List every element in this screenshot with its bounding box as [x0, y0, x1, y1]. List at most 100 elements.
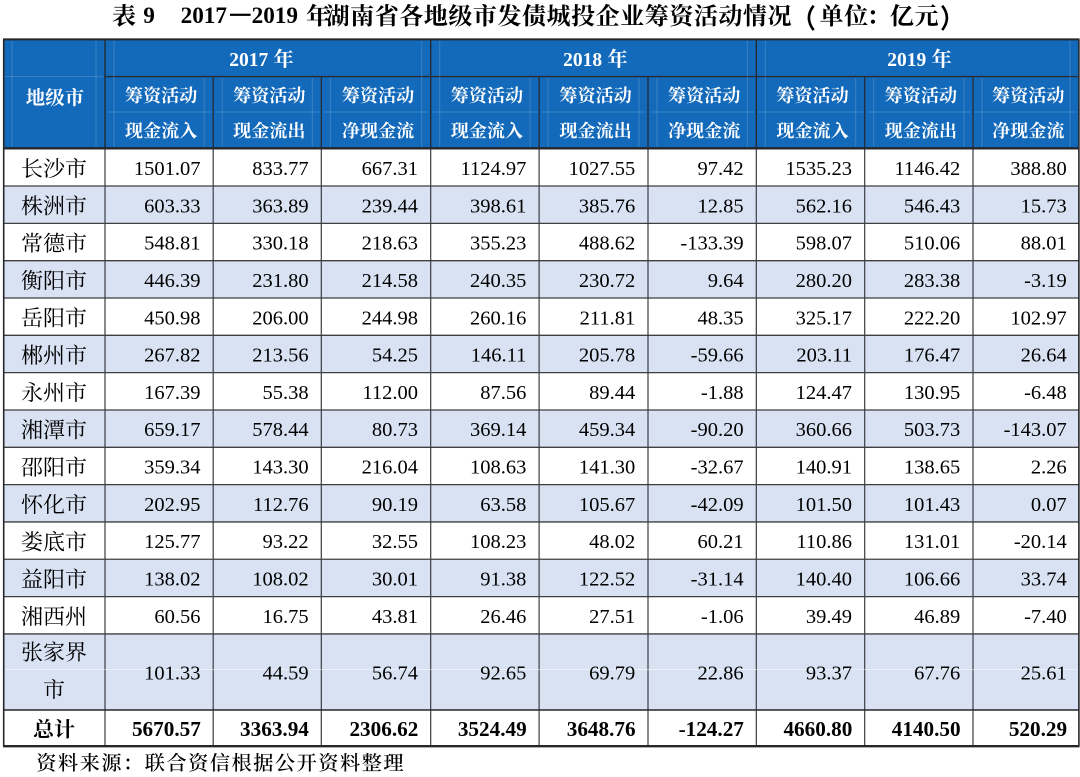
svg-text:-143.07: -143.07: [1004, 419, 1067, 441]
svg-text:355.23: 355.23: [470, 233, 526, 255]
svg-text:55.38: 55.38: [262, 382, 308, 404]
svg-text:102.97: 102.97: [1010, 307, 1066, 329]
svg-text:598.07: 598.07: [796, 233, 852, 255]
svg-text:32.55: 32.55: [372, 531, 418, 553]
svg-text:2018: 2018: [563, 50, 602, 71]
svg-text:25.61: 25.61: [1021, 663, 1067, 685]
svg-text:359.34: 359.34: [144, 457, 200, 479]
svg-text:108.63: 108.63: [470, 457, 526, 479]
svg-text:214.58: 214.58: [362, 270, 418, 292]
svg-text:112.76: 112.76: [253, 494, 309, 516]
svg-text:280.20: 280.20: [796, 270, 852, 292]
svg-text:548.81: 548.81: [144, 233, 200, 255]
svg-text:143.30: 143.30: [252, 457, 308, 479]
svg-text:211.81: 211.81: [580, 307, 636, 329]
svg-text:9: 9: [143, 3, 155, 29]
svg-text:260.16: 260.16: [470, 307, 526, 329]
svg-text:398.61: 398.61: [470, 195, 526, 217]
svg-text:450.98: 450.98: [144, 307, 200, 329]
svg-text:2017: 2017: [229, 50, 268, 71]
svg-text:1501.07: 1501.07: [134, 158, 201, 180]
svg-text:659.17: 659.17: [144, 419, 200, 441]
svg-text:503.73: 503.73: [904, 419, 960, 441]
svg-text:202.95: 202.95: [144, 494, 200, 516]
svg-text:206.00: 206.00: [252, 307, 308, 329]
svg-text:138.65: 138.65: [904, 457, 960, 479]
svg-text:105.67: 105.67: [579, 494, 635, 516]
svg-text:2306.62: 2306.62: [349, 717, 418, 741]
svg-text:60.21: 60.21: [697, 531, 743, 553]
svg-text:54.25: 54.25: [372, 345, 418, 367]
svg-text:-20.14: -20.14: [1014, 531, 1067, 553]
svg-text:140.91: 140.91: [796, 457, 852, 479]
svg-text:520.29: 520.29: [1009, 717, 1067, 741]
svg-text:546.43: 546.43: [904, 195, 960, 217]
svg-text:12.85: 12.85: [697, 195, 743, 217]
svg-text:15.73: 15.73: [1021, 195, 1067, 217]
svg-text:93.37: 93.37: [806, 663, 852, 685]
svg-text:222.20: 222.20: [904, 307, 960, 329]
svg-text:-31.14: -31.14: [691, 569, 744, 591]
svg-text:56.74: 56.74: [372, 663, 418, 685]
svg-text:69.79: 69.79: [589, 663, 635, 685]
svg-text:230.72: 230.72: [579, 270, 635, 292]
svg-text:4140.50: 4140.50: [892, 717, 961, 741]
svg-text:218.63: 218.63: [362, 233, 418, 255]
svg-text:130.95: 130.95: [904, 382, 960, 404]
svg-text:90.19: 90.19: [372, 494, 418, 516]
svg-text:48.35: 48.35: [697, 307, 743, 329]
svg-text:216.04: 216.04: [362, 457, 418, 479]
svg-text:213.56: 213.56: [252, 345, 308, 367]
svg-text:231.80: 231.80: [252, 270, 308, 292]
svg-text:92.65: 92.65: [480, 663, 526, 685]
svg-text:0.07: 0.07: [1031, 494, 1067, 516]
svg-text:3524.49: 3524.49: [458, 717, 527, 741]
svg-text:2.26: 2.26: [1031, 457, 1067, 479]
svg-text:101.50: 101.50: [796, 494, 852, 516]
svg-text:2019: 2019: [252, 3, 298, 29]
svg-text:-3.19: -3.19: [1024, 270, 1067, 292]
svg-text:108.23: 108.23: [470, 531, 526, 553]
svg-text:16.75: 16.75: [262, 606, 308, 628]
svg-text:146.11: 146.11: [471, 345, 527, 367]
svg-text:363.89: 363.89: [252, 195, 308, 217]
svg-text:39.49: 39.49: [806, 606, 852, 628]
svg-text:-6.48: -6.48: [1024, 382, 1067, 404]
svg-text:667.31: 667.31: [362, 158, 418, 180]
svg-text:88.01: 88.01: [1021, 233, 1067, 255]
svg-text:446.39: 446.39: [144, 270, 200, 292]
svg-text:1124.97: 1124.97: [461, 158, 527, 180]
svg-text:-133.39: -133.39: [680, 233, 743, 255]
svg-text:-90.20: -90.20: [691, 419, 744, 441]
svg-text:239.44: 239.44: [362, 195, 418, 217]
svg-text:26.64: 26.64: [1021, 345, 1067, 367]
svg-text:488.62: 488.62: [579, 233, 635, 255]
svg-text:-7.40: -7.40: [1024, 606, 1067, 628]
svg-text:44.59: 44.59: [262, 663, 308, 685]
svg-text:22.86: 22.86: [697, 663, 743, 685]
svg-text:-59.66: -59.66: [691, 345, 744, 367]
svg-text:46.89: 46.89: [914, 606, 960, 628]
svg-text:240.35: 240.35: [470, 270, 526, 292]
svg-text:325.17: 325.17: [796, 307, 852, 329]
svg-text:167.39: 167.39: [144, 382, 200, 404]
svg-text:2019: 2019: [887, 50, 926, 71]
svg-text:108.02: 108.02: [252, 569, 308, 591]
svg-text:1535.23: 1535.23: [785, 158, 852, 180]
svg-text:-124.27: -124.27: [679, 717, 745, 741]
svg-text:578.44: 578.44: [252, 419, 308, 441]
svg-text:833.77: 833.77: [252, 158, 308, 180]
svg-text:5670.57: 5670.57: [132, 717, 201, 741]
svg-text:203.11: 203.11: [796, 345, 852, 367]
svg-text:459.34: 459.34: [579, 419, 635, 441]
svg-text:63.58: 63.58: [480, 494, 526, 516]
svg-text:43.81: 43.81: [372, 606, 418, 628]
svg-text:205.78: 205.78: [579, 345, 635, 367]
svg-text:140.40: 140.40: [796, 569, 852, 591]
svg-text:244.98: 244.98: [362, 307, 418, 329]
svg-text:-42.09: -42.09: [691, 494, 744, 516]
svg-text:-1.88: -1.88: [701, 382, 744, 404]
svg-text:9.64: 9.64: [708, 270, 744, 292]
svg-text:89.44: 89.44: [589, 382, 635, 404]
svg-text:283.38: 283.38: [904, 270, 960, 292]
